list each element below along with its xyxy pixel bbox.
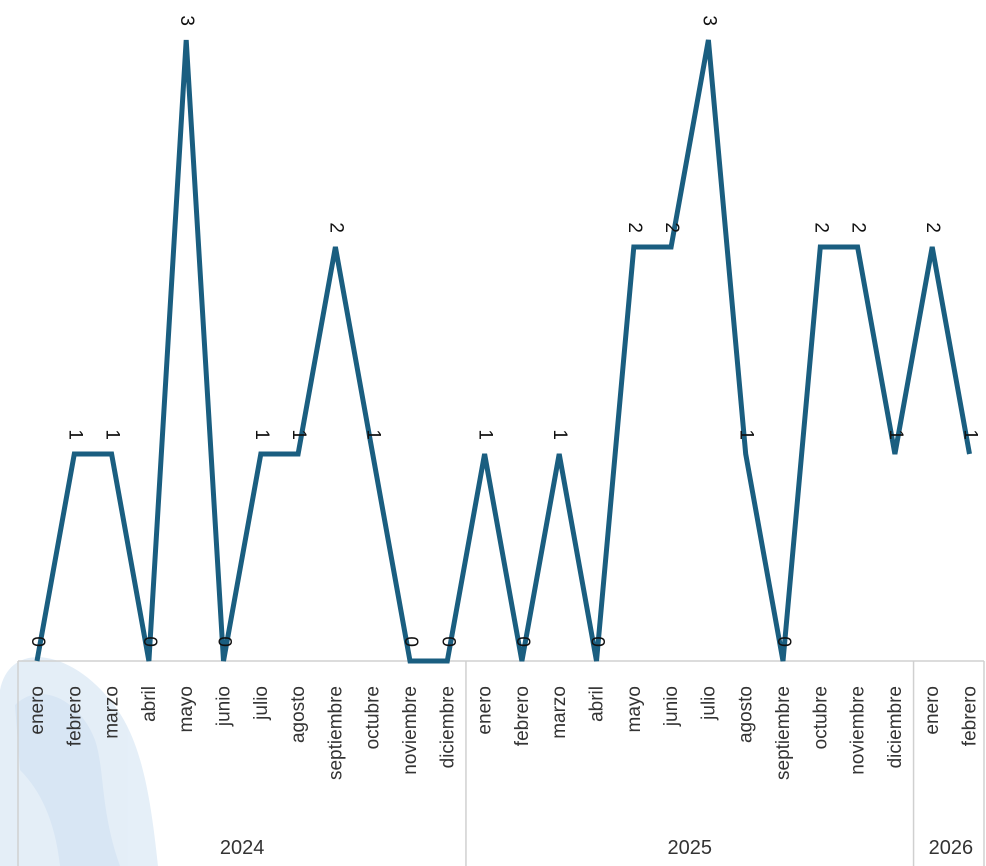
x-axis-frame bbox=[17, 660, 985, 866]
month-tick-label: febrero bbox=[64, 686, 85, 746]
data-label: 0 bbox=[586, 636, 607, 647]
month-tick-label: enero bbox=[475, 686, 496, 735]
month-tick-label: julio bbox=[698, 686, 719, 721]
month-tick-labels: enero febrero marzo abril mayo junio julio agos… bbox=[27, 686, 981, 780]
data-label: 1 bbox=[251, 429, 272, 440]
month-tick-label: noviembre bbox=[400, 686, 421, 775]
month-tick-label: abril bbox=[587, 686, 608, 722]
data-label: 1 bbox=[102, 429, 123, 440]
data-label: 0 bbox=[437, 636, 458, 647]
month-tick-label: marzo bbox=[102, 686, 123, 739]
month-tick-label: mayo bbox=[176, 686, 197, 732]
data-label: 1 bbox=[363, 429, 384, 440]
month-tick-label: diciembre bbox=[885, 686, 906, 768]
series-line-group bbox=[34, 39, 972, 664]
month-tick-label: enero bbox=[922, 686, 943, 735]
month-tick-label: agosto bbox=[736, 686, 757, 743]
data-label: 1 bbox=[64, 429, 85, 440]
data-label: 0 bbox=[512, 636, 533, 647]
month-tick-label: octubre bbox=[363, 686, 384, 749]
month-tick-label: septiembre bbox=[773, 686, 794, 780]
month-tick-label: marzo bbox=[549, 686, 570, 739]
data-label: 3 bbox=[176, 15, 197, 26]
data-label: 2 bbox=[848, 222, 869, 233]
data-label: 1 bbox=[885, 429, 906, 440]
data-label: 0 bbox=[773, 636, 794, 647]
year-tick-labels: 2024 2025 2026 bbox=[220, 837, 973, 859]
data-label: 1 bbox=[288, 429, 309, 440]
month-tick-label: junio bbox=[661, 686, 682, 727]
data-label: 2 bbox=[810, 222, 831, 233]
month-tick-label: agosto bbox=[288, 686, 309, 743]
month-tick-label: junio bbox=[214, 686, 235, 727]
month-tick-label: febrero bbox=[960, 686, 981, 746]
watermark-logo bbox=[0, 657, 158, 866]
data-label: 2 bbox=[624, 222, 645, 233]
data-label: 2 bbox=[325, 222, 346, 233]
month-tick-label: mayo bbox=[624, 686, 645, 732]
data-label: 2 bbox=[922, 222, 943, 233]
month-tick-label: enero bbox=[27, 686, 48, 735]
data-label: 1 bbox=[736, 429, 757, 440]
data-label: 0 bbox=[139, 636, 160, 647]
month-tick-label: abril bbox=[139, 686, 160, 722]
data-label: 0 bbox=[213, 636, 234, 647]
series-line bbox=[34, 39, 972, 664]
data-label: 2 bbox=[661, 222, 682, 233]
month-tick-label: noviembre bbox=[848, 686, 869, 775]
year-tick-label: 2025 bbox=[668, 837, 713, 859]
month-tick-label: julio bbox=[251, 686, 272, 721]
data-label: 0 bbox=[27, 636, 48, 647]
data-labels-group: 0 1 1 0 3 0 1 1 2 1 0 0 1 0 1 0 2 2 3 1 0 2 2 1 2 1 bbox=[27, 15, 981, 647]
year-tick-label: 2026 bbox=[929, 837, 974, 859]
month-tick-label: septiembre bbox=[325, 686, 346, 780]
year-tick-label: 2024 bbox=[220, 837, 265, 859]
month-tick-label: febrero bbox=[512, 686, 533, 746]
data-label: 1 bbox=[549, 429, 570, 440]
data-label: 0 bbox=[400, 636, 421, 647]
data-label: 3 bbox=[698, 15, 719, 26]
month-tick-label: octubre bbox=[810, 686, 831, 749]
month-tick-label: diciembre bbox=[437, 686, 458, 768]
data-label: 1 bbox=[475, 429, 496, 440]
data-label: 1 bbox=[959, 429, 980, 440]
